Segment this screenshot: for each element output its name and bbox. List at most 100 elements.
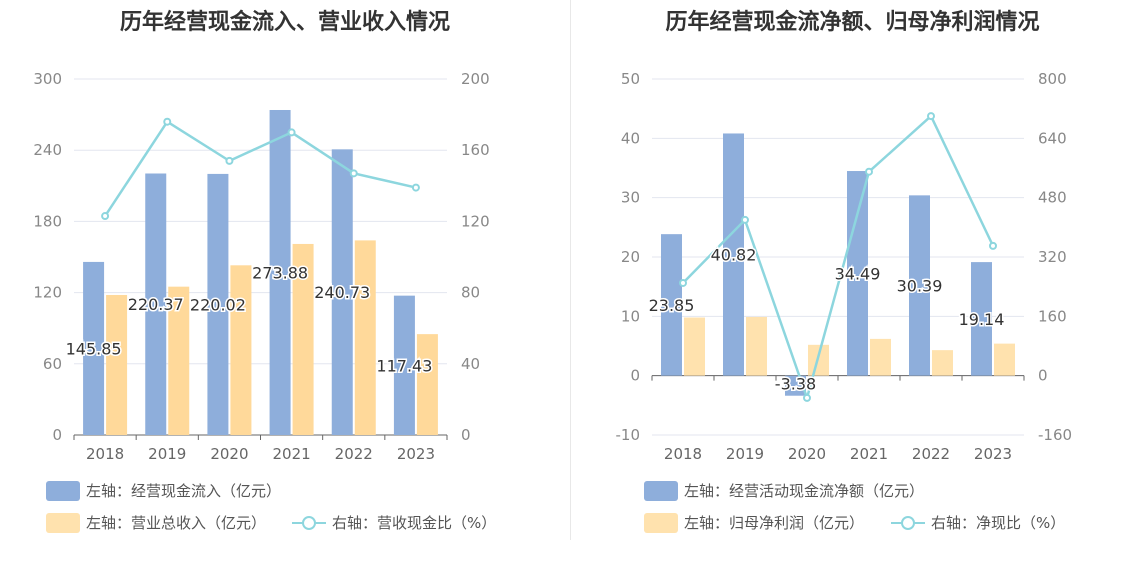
bar-secondary — [292, 243, 314, 435]
panel-divider — [570, 0, 571, 540]
legend-label: 右轴：营收现金比（%） — [332, 514, 497, 532]
x-tick-label: 2023 — [974, 445, 1012, 463]
y-left-tick-label: 20 — [621, 248, 640, 266]
bar-primary — [393, 295, 415, 435]
line-point — [927, 112, 935, 121]
y-left-tick-label: 10 — [621, 307, 640, 325]
bar-secondary — [684, 317, 705, 376]
line-point — [349, 169, 358, 178]
line-point — [741, 215, 749, 224]
y-right-tick-label: 120 — [461, 212, 490, 230]
line-point — [865, 167, 873, 176]
y-right-tick-label: 40 — [461, 355, 480, 373]
y-right-tick-label: 320 — [1038, 248, 1067, 266]
legend-item-bar-1[interactable]: 左轴：经营活动现金流净额（亿元） — [644, 480, 924, 501]
legend-swatch-icon — [46, 512, 80, 533]
legend-label: 右轴：净现比（%） — [931, 514, 1066, 532]
x-tick-label: 2023 — [397, 445, 435, 463]
x-tick-label: 2018 — [664, 445, 702, 463]
x-tick-label: 2020 — [788, 445, 826, 463]
x-tick-label: 2020 — [210, 445, 248, 463]
chart-panel-right: 历年经营现金流净额、归母净利润情况 -10 0 10 20 30 40 50 -160 0 160… — [571, 0, 1134, 582]
legend-label: 左轴：营业总收入（亿元） — [86, 514, 267, 532]
bar-secondary — [416, 334, 438, 435]
y-left-tick-label: 0 — [630, 367, 640, 385]
y-right-tick-label: 800 — [1038, 70, 1067, 88]
bar-secondary — [746, 316, 767, 376]
bar-data-label: 117.43 — [376, 356, 432, 375]
chart-title: 历年经营现金流入、营业收入情况 — [119, 10, 450, 35]
line-point — [411, 183, 420, 192]
x-tick-label: 2019 — [726, 445, 764, 463]
line-point — [989, 241, 997, 250]
y-left-tick-label: 40 — [621, 129, 640, 147]
line-point — [163, 117, 172, 126]
chart-title: 历年经营现金流净额、归母净利润情况 — [665, 10, 1040, 35]
bar-primary — [83, 261, 105, 435]
x-tick-label: 2021 — [272, 445, 310, 463]
x-tick-label: 2021 — [850, 445, 888, 463]
legend-item-bar-2[interactable]: 左轴：营业总收入（亿元） — [46, 512, 266, 533]
bar-data-label: 220.37 — [128, 295, 184, 314]
legend-label: 左轴：经营现金流入（亿元） — [86, 482, 282, 500]
bar-primary — [971, 262, 992, 376]
bar-secondary — [932, 350, 953, 376]
line-series — [682, 114, 995, 403]
y-left-tick-label: -10 — [616, 426, 641, 444]
x-tick-label: 2022 — [912, 445, 950, 463]
y-right-tick-label: 80 — [461, 284, 480, 302]
bar-data-label: 34.49 — [835, 264, 881, 283]
bar-data-label: 273.88 — [252, 263, 308, 282]
y-left-tick-label: 50 — [621, 70, 640, 88]
bar-data-label: 220.02 — [190, 295, 246, 314]
legend-item-bar-1[interactable]: 左轴：经营现金流入（亿元） — [46, 480, 281, 501]
line-point — [287, 128, 296, 137]
y-left-tick-label: 30 — [621, 189, 640, 207]
y-right-tick-label: 160 — [1038, 307, 1067, 325]
y-left-tick-label: 60 — [43, 355, 62, 373]
legend-item-line[interactable]: 右轴：净现比（%） — [891, 512, 1065, 533]
y-left-tick-label: 0 — [52, 426, 62, 444]
line-series — [104, 120, 417, 217]
y-left-tick-label: 300 — [33, 70, 62, 88]
y-right-tick-label: 160 — [461, 141, 490, 159]
y-right-tick-label: 0 — [1038, 367, 1048, 385]
bar-primary — [661, 234, 682, 376]
y-left-tick-label: 180 — [33, 212, 62, 230]
legend-line-icon — [292, 515, 326, 530]
bar-primary — [145, 173, 167, 435]
bar-primary — [331, 149, 353, 435]
bar-data-label: -3.38 — [775, 375, 816, 394]
y-right-tick-label: 480 — [1038, 189, 1067, 207]
bar-secondary — [168, 286, 190, 435]
bar-data-label: 145.85 — [66, 339, 122, 358]
bar-data-label: 19.14 — [959, 310, 1005, 329]
bar-primary — [847, 171, 868, 376]
legend-swatch-icon — [46, 480, 80, 501]
legend-item-line[interactable]: 右轴：营收现金比（%） — [292, 512, 496, 533]
bar-primary — [207, 173, 229, 435]
line-point — [679, 278, 687, 287]
line-point — [803, 393, 811, 402]
legend-swatch-icon — [644, 480, 678, 501]
legend-line-icon — [891, 515, 925, 530]
chart-plot-left: 0 60 120 180 240 300 0 40 80 120 160 200 2018 2019 202… — [33, 70, 490, 463]
bar-data-label: 30.39 — [897, 277, 943, 296]
y-right-tick-label: -160 — [1038, 426, 1072, 444]
line-point — [101, 212, 110, 221]
bar-data-label: 40.82 — [711, 246, 757, 265]
chart-plot-right: -10 0 10 20 30 40 50 -160 0 160 320 480 640 800 2018 20… — [616, 70, 1073, 463]
legend-label: 左轴：归母净利润（亿元） — [684, 514, 865, 532]
y-right-tick-label: 200 — [461, 70, 490, 88]
y-left-tick-label: 120 — [33, 284, 62, 302]
y-right-tick-label: 0 — [461, 426, 471, 444]
bar-secondary — [106, 294, 128, 435]
bar-primary — [269, 109, 291, 436]
bar-data-label: 240.73 — [314, 283, 370, 302]
bar-primary — [723, 133, 744, 376]
bar-secondary — [870, 338, 891, 376]
bar-secondary — [994, 343, 1015, 376]
legend-label: 左轴：经营活动现金流净额（亿元） — [684, 482, 925, 500]
bar-secondary — [354, 240, 376, 435]
legend-item-bar-2[interactable]: 左轴：归母净利润（亿元） — [644, 512, 864, 533]
